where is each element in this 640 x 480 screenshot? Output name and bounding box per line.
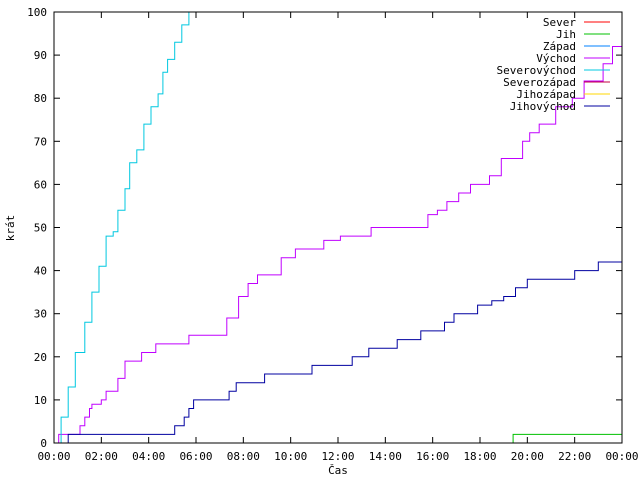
y-tick-label: 30: [34, 308, 47, 321]
y-tick-label: 90: [34, 49, 47, 62]
x-tick-label: 08:00: [227, 450, 260, 463]
x-tick-label: 02:00: [85, 450, 118, 463]
series-line-4: [54, 12, 190, 444]
legend-label: Jih: [556, 28, 576, 41]
x-tick-label: 16:00: [416, 450, 449, 463]
y-tick-label: 70: [34, 135, 47, 148]
ticks-layer: 00:00 02:00 04:00 06:00 08:00 10:00 12:00 14:00…: [27, 6, 638, 463]
y-tick-label: 80: [34, 92, 47, 105]
legend-label: Jihozápad: [516, 88, 576, 101]
y-tick-label: 20: [34, 351, 47, 364]
y-tick-label: 10: [34, 394, 47, 407]
legend: SeverJihZápadVýchodSeverovýchodSeverozáp…: [497, 16, 610, 113]
x-tick-label: 04:00: [132, 450, 165, 463]
x-tick-label: 14:00: [369, 450, 402, 463]
legend-label: Západ: [543, 40, 576, 53]
x-tick-label: 18:00: [463, 450, 496, 463]
legend-label: Jihovýchod: [510, 100, 576, 113]
y-tick-label: 0: [40, 437, 47, 450]
y-axis-label: krát: [4, 215, 17, 242]
x-tick-label: 12:00: [321, 450, 354, 463]
y-tick-label: 50: [34, 222, 47, 235]
legend-label: Východ: [536, 52, 576, 65]
y-tick-label: 100: [27, 6, 47, 19]
legend-label: Severovýchod: [497, 64, 576, 77]
series-line-3: [54, 37, 623, 444]
x-tick-label: 20:00: [511, 450, 544, 463]
y-tick-label: 60: [34, 178, 47, 191]
x-tick-label: 00:00: [605, 450, 638, 463]
x-tick-label: 10:00: [274, 450, 307, 463]
x-axis-label: Čas: [328, 464, 348, 477]
x-tick-label: 22:00: [558, 450, 591, 463]
legend-label: Sever: [543, 16, 576, 29]
x-tick-label: 00:00: [37, 450, 70, 463]
y-tick-label: 40: [34, 265, 47, 278]
series-line-7: [54, 261, 622, 444]
x-tick-label: 06:00: [179, 450, 212, 463]
legend-label: Severozápad: [503, 76, 576, 89]
